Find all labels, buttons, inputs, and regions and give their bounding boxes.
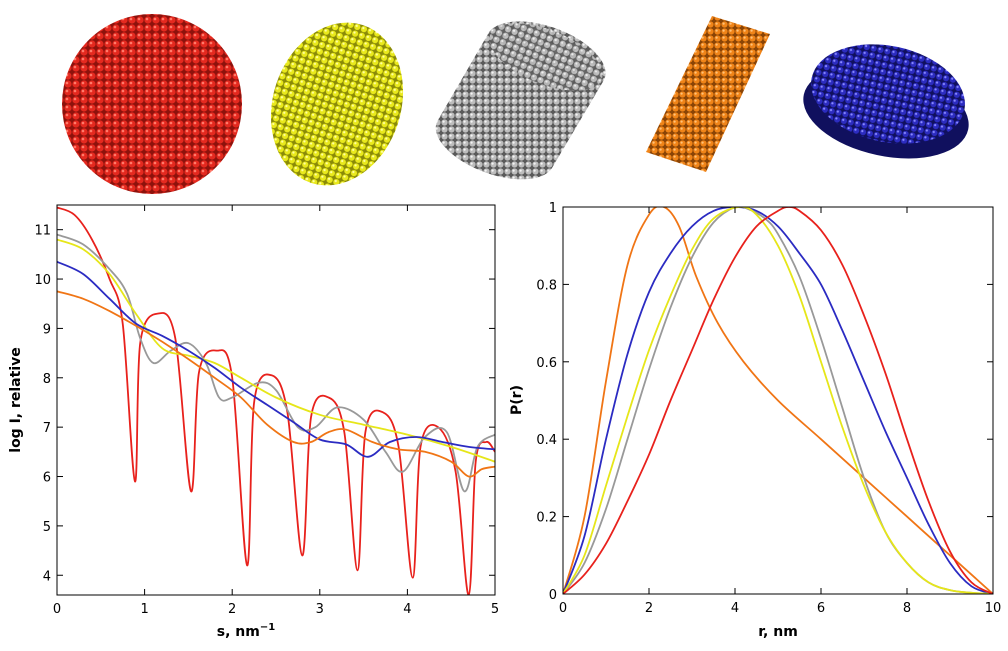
left-y-axis-label: log I, relative [8, 347, 24, 452]
right-y-tick-label: 0.2 [536, 511, 557, 526]
right-x-axis-label: r, nm [758, 624, 798, 640]
left-y-tick-label: 10 [34, 273, 51, 288]
left-x-tick-label: 5 [491, 602, 499, 617]
left-series-cylinder [57, 233, 495, 493]
right-plot-frame [562, 206, 994, 595]
right-series-rod [563, 207, 993, 594]
pr-curves [563, 207, 993, 594]
right-x-tick-label: 2 [645, 601, 653, 616]
left-axis-ticks: 0 1 2 3 4 5 4 5 6 7 8 9 10 11 [34, 205, 499, 617]
right-y-tick-label: 0.8 [536, 278, 557, 293]
left-x-tick-label: 1 [140, 602, 148, 617]
right-y-axis-label: P(r) [509, 385, 525, 415]
left-x-tick-label: 2 [228, 602, 236, 617]
left-x-tick-label: 0 [53, 602, 61, 617]
left-x-tick-label: 3 [316, 602, 324, 617]
left-y-tick-label: 4 [43, 569, 51, 584]
shape-models-row [62, 14, 969, 194]
left-x-tick-label: 4 [403, 602, 411, 617]
scattering-curves [57, 206, 495, 595]
left-x-axis-label-text: s, nm [217, 624, 260, 640]
left-series-sphere [57, 206, 495, 595]
left-y-tick-label: 5 [43, 520, 51, 535]
left-y-tick-label: 11 [34, 224, 51, 239]
left-y-tick-label: 6 [43, 471, 51, 486]
left-y-tick-label: 9 [43, 322, 51, 337]
right-x-tick-label: 10 [985, 601, 1002, 616]
right-x-tick-label: 4 [731, 601, 739, 616]
cylinder-model [435, 21, 606, 180]
right-x-tick-label: 0 [559, 601, 567, 616]
left-plot-frame [56, 204, 496, 596]
sphere-model [62, 14, 242, 194]
right-series-ellipsoid [563, 207, 993, 594]
left-x-axis-label-sup: −1 [260, 622, 275, 633]
scattering-plot: 0 1 2 3 4 5 4 5 6 7 8 9 10 11 log I, relative s, nm−1 [8, 204, 499, 640]
pair-distance-plot: 0 2 4 6 8 10 0 0.2 0.4 0.6 0.8 1 P(r) r, nm [509, 201, 1001, 640]
right-y-tick-label: 0.4 [536, 433, 557, 448]
left-series-disk [57, 260, 495, 458]
right-y-tick-label: 0.6 [536, 356, 557, 371]
left-y-tick-label: 7 [43, 421, 51, 436]
left-series-rod [57, 290, 495, 478]
right-x-tick-label: 6 [817, 601, 825, 616]
right-axis-ticks: 0 2 4 6 8 10 0 0.2 0.4 0.6 0.8 1 [536, 201, 1001, 616]
rod-model [646, 16, 770, 172]
right-y-tick-label: 1 [549, 201, 557, 216]
right-x-tick-label: 8 [903, 601, 911, 616]
left-y-tick-label: 8 [43, 372, 51, 387]
left-x-axis-label: s, nm−1 [217, 622, 275, 640]
right-series-disk [563, 207, 993, 594]
left-series-ellipsoid [57, 238, 495, 463]
right-y-tick-label: 0 [549, 588, 557, 603]
ellipsoid-model [270, 22, 404, 186]
disk-model [803, 44, 969, 159]
